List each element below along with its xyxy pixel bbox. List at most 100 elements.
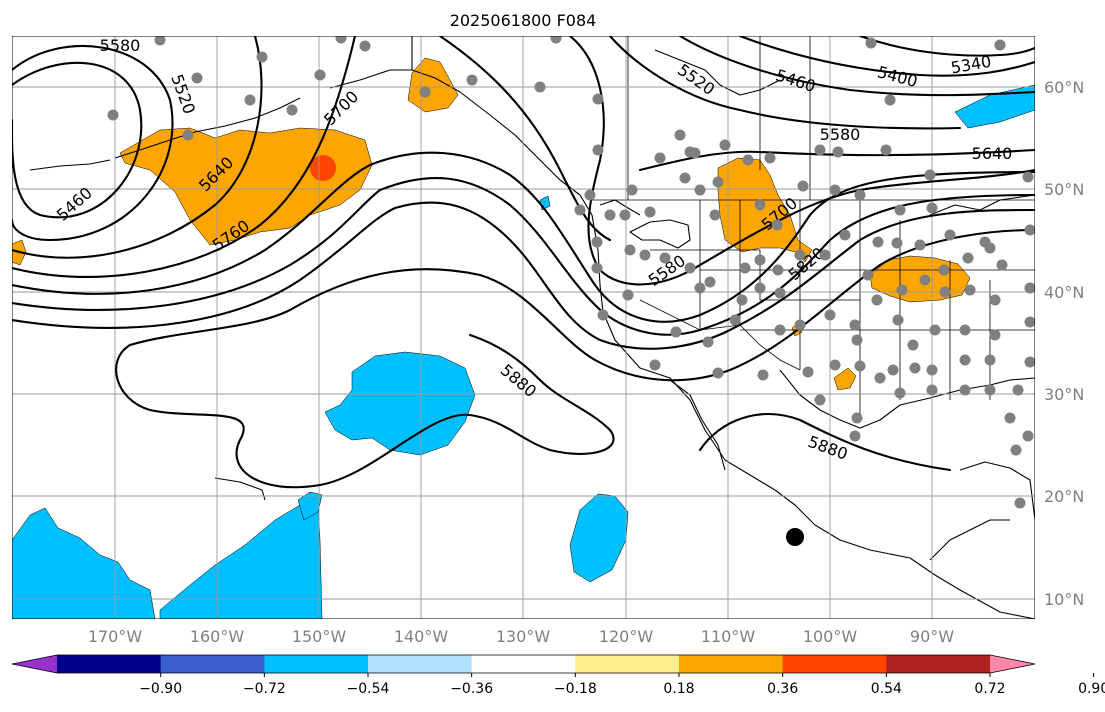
- lat-label: 50°N: [1044, 180, 1084, 199]
- station-dot: [742, 154, 754, 166]
- station-dot: [989, 329, 1001, 341]
- station-dot: [926, 364, 938, 376]
- station-dot: [989, 294, 1001, 306]
- station-dot: [872, 236, 884, 248]
- station-dot: [854, 360, 866, 372]
- station-dot: [534, 81, 546, 93]
- station-dot: [466, 74, 478, 86]
- colorbar-tick-label: −0.36: [450, 681, 493, 697]
- station-dot: [819, 249, 831, 261]
- station-dot: [359, 40, 371, 52]
- colorbar-tick-label: 0.90: [1078, 681, 1105, 697]
- station-dot: [1024, 316, 1035, 328]
- strong-positive-spot: [310, 155, 336, 181]
- negative-anomaly-regions: [12, 84, 1035, 619]
- colorbar-segment: [886, 655, 991, 673]
- station-dot: [884, 94, 896, 106]
- station-dot: [1010, 444, 1022, 456]
- colorbar-tick-label: −0.54: [347, 681, 390, 697]
- station-dot: [907, 339, 919, 351]
- lat-label: 40°N: [1044, 283, 1084, 302]
- colorbar-tick-label: −0.72: [243, 681, 286, 697]
- station-dot: [597, 309, 609, 321]
- colorbar: [11, 654, 1036, 674]
- station-dot: [712, 367, 724, 379]
- station-dot: [926, 384, 938, 396]
- station-dot: [649, 359, 661, 371]
- station-dot: [892, 314, 904, 326]
- station-dot: [797, 180, 809, 192]
- lon-label: 100°W: [803, 627, 858, 646]
- station-dot: [719, 139, 731, 151]
- station-dot: [712, 176, 724, 188]
- station-dot: [939, 286, 951, 298]
- station-dot: [929, 324, 941, 336]
- station-dot: [659, 252, 671, 264]
- station-dot: [832, 146, 844, 158]
- station-dot: [814, 144, 826, 156]
- station-dot: [626, 184, 638, 196]
- map-title: 2025061800 F084: [450, 11, 597, 30]
- station-dot: [854, 189, 866, 201]
- station-dot: [959, 324, 971, 336]
- lon-label: 170°W: [88, 627, 143, 646]
- station-dot: [865, 37, 877, 49]
- station-dot: [959, 354, 971, 366]
- station-dot: [891, 237, 903, 249]
- gridlines: [12, 36, 1035, 619]
- station-dot: [772, 264, 784, 276]
- station-dot: [729, 314, 741, 326]
- contour-label: 5580: [100, 36, 141, 55]
- lat-label: 60°N: [1044, 78, 1084, 97]
- station-dot: [674, 129, 686, 141]
- station-dot: [962, 252, 974, 264]
- station-dot: [984, 354, 996, 366]
- station-dot: [802, 366, 814, 378]
- station-dot: [924, 169, 936, 181]
- station-dot: [286, 104, 298, 116]
- station-dot: [736, 294, 748, 306]
- station-dot: [887, 364, 899, 376]
- station-dot: [670, 326, 682, 338]
- station-dot: [592, 93, 604, 105]
- station-dot: [1024, 282, 1035, 294]
- colorbar-segment: [160, 655, 265, 673]
- station-dot: [584, 189, 596, 201]
- station-dot: [1014, 497, 1026, 509]
- station-dot: [874, 372, 886, 384]
- station-dot: [757, 369, 769, 381]
- contour-label: 5640: [972, 144, 1013, 163]
- station-dot: [256, 51, 268, 63]
- lat-label: 10°N: [1044, 590, 1084, 609]
- station-dot: [335, 36, 347, 44]
- colorbar-tick-labels: −0.90 −0.72 −0.54 −0.36 −0.18 0.18 0.36 0.54 0.7…: [139, 673, 1105, 697]
- political-borders: [590, 36, 1035, 420]
- station-dot: [591, 262, 603, 274]
- station-dot: [592, 144, 604, 156]
- station-dot: [774, 287, 786, 299]
- station-dot: [624, 244, 636, 256]
- station-dot: [926, 202, 938, 214]
- station-dot: [862, 269, 874, 281]
- station-dot: [191, 72, 203, 84]
- station-dot: [754, 282, 766, 294]
- station-dot: [419, 86, 431, 98]
- station-dot: [774, 324, 786, 336]
- lat-label: 30°N: [1044, 385, 1084, 404]
- lon-label: 90°W: [910, 627, 954, 646]
- station-dot: [107, 109, 119, 121]
- station-dot: [739, 262, 751, 274]
- station-dot: [880, 144, 892, 156]
- station-dot: [644, 206, 656, 218]
- coastlines: [29, 36, 1035, 619]
- station-dot: [1022, 430, 1034, 442]
- station-dot: [694, 282, 706, 294]
- station-dot: [1022, 171, 1034, 183]
- colorbar-extend-high: [990, 655, 1035, 673]
- station-dot: [1012, 384, 1024, 396]
- lon-label: 110°W: [701, 627, 756, 646]
- station-dot: [622, 289, 634, 301]
- latitude-labels: 60°N 50°N 40°N 30°N 20°N 10°N: [1044, 78, 1084, 609]
- station-dot: [894, 387, 906, 399]
- station-dot: [619, 209, 631, 221]
